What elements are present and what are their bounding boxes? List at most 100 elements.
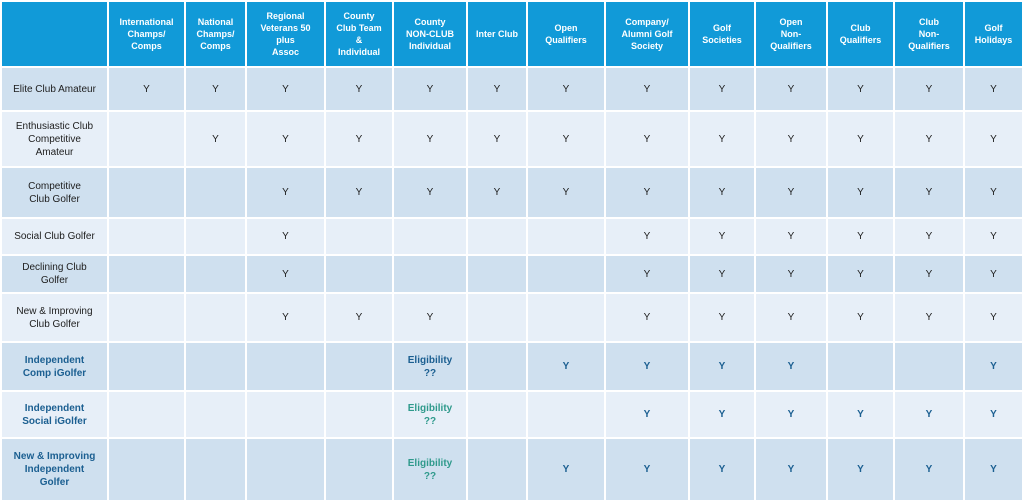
table-cell bbox=[392, 217, 468, 256]
table-cell: Y bbox=[688, 254, 756, 294]
table-cell bbox=[184, 217, 247, 256]
table-row: New & Improving Club Golfer Y Y Y Y Y Y … bbox=[0, 292, 1024, 343]
table-cell: Y bbox=[826, 110, 895, 168]
table-cell: Y bbox=[826, 166, 895, 219]
col-header-club-non-qualifiers: Club Non- Qualifiers bbox=[893, 0, 965, 68]
table-cell: Y bbox=[604, 66, 690, 112]
table-cell: Y bbox=[392, 292, 468, 343]
row-label: Social Club Golfer bbox=[0, 217, 109, 256]
table-cell bbox=[466, 437, 528, 502]
table-cell bbox=[184, 341, 247, 392]
table-cell bbox=[324, 254, 394, 294]
table-cell: Y bbox=[107, 66, 186, 112]
table-cell: Y bbox=[963, 341, 1024, 392]
row-label: New & Improving Club Golfer bbox=[0, 292, 109, 343]
table-cell: Y bbox=[826, 254, 895, 294]
table-cell: Y bbox=[526, 341, 606, 392]
table-cell bbox=[392, 254, 468, 294]
table-cell: Y bbox=[893, 66, 965, 112]
table-cell: Y bbox=[604, 166, 690, 219]
table-cell bbox=[893, 341, 965, 392]
table-cell bbox=[826, 341, 895, 392]
col-header-national: National Champs/ Comps bbox=[184, 0, 247, 68]
table-cell bbox=[466, 217, 528, 256]
table-cell: Y bbox=[826, 217, 895, 256]
col-header-company-alumni: Company/ Alumni Golf Society bbox=[604, 0, 690, 68]
table-cell bbox=[324, 390, 394, 439]
table-cell: Y bbox=[466, 66, 528, 112]
table-cell: Y bbox=[893, 110, 965, 168]
table-cell: Y bbox=[526, 66, 606, 112]
table-cell: Y bbox=[688, 437, 756, 502]
col-header-inter-club: Inter Club bbox=[466, 0, 528, 68]
table-cell bbox=[107, 217, 186, 256]
table-cell: Y bbox=[245, 254, 326, 294]
table-row: Independent Comp iGolfer Eligibility ?? … bbox=[0, 341, 1024, 392]
table-cell bbox=[184, 390, 247, 439]
table-cell bbox=[526, 254, 606, 294]
table-cell: Y bbox=[526, 110, 606, 168]
row-label: Declining Club Golfer bbox=[0, 254, 109, 294]
table-cell: Y bbox=[754, 341, 828, 392]
table-cell bbox=[245, 437, 326, 502]
table-cell: Y bbox=[688, 292, 756, 343]
table-cell: Y bbox=[963, 437, 1024, 502]
table-cell: Y bbox=[754, 390, 828, 439]
table-row: Social Club Golfer Y Y Y Y Y Y Y bbox=[0, 217, 1024, 256]
table-cell bbox=[107, 341, 186, 392]
table-cell: Y bbox=[754, 437, 828, 502]
table-cell: Y bbox=[893, 166, 965, 219]
table-cell: Y bbox=[893, 292, 965, 343]
col-header-open-non-qualifiers: Open Non- Qualifiers bbox=[754, 0, 828, 68]
table-cell bbox=[184, 292, 247, 343]
table-cell: Y bbox=[604, 292, 690, 343]
table-cell: Y bbox=[526, 166, 606, 219]
table-cell: Y bbox=[604, 110, 690, 168]
header-row: International Champs/ Comps National Cha… bbox=[0, 0, 1024, 68]
table-cell: Y bbox=[688, 390, 756, 439]
table-cell bbox=[466, 292, 528, 343]
table-cell: Y bbox=[826, 66, 895, 112]
col-header-open-qualifiers: Open Qualifiers bbox=[526, 0, 606, 68]
table-cell: Y bbox=[688, 341, 756, 392]
table-cell: Y bbox=[826, 292, 895, 343]
table-cell: Y bbox=[826, 437, 895, 502]
table-cell bbox=[107, 110, 186, 168]
table-cell bbox=[324, 341, 394, 392]
table-cell: Y bbox=[604, 390, 690, 439]
row-label: Enthusiastic Club Competitive Amateur bbox=[0, 110, 109, 168]
table-cell bbox=[245, 390, 326, 439]
col-header-golf-holidays: Golf Holidays bbox=[963, 0, 1024, 68]
table-cell bbox=[107, 166, 186, 219]
table-cell bbox=[184, 437, 247, 502]
col-header-golf-societies: Golf Societies bbox=[688, 0, 756, 68]
table-cell bbox=[466, 390, 528, 439]
col-header-county-non-club: County NON-CLUB Individual bbox=[392, 0, 468, 68]
table-cell: Y bbox=[604, 437, 690, 502]
row-label: Independent Comp iGolfer bbox=[0, 341, 109, 392]
table-cell: Y bbox=[688, 66, 756, 112]
row-label: New & Improving Independent Golfer bbox=[0, 437, 109, 502]
table-cell: Y bbox=[893, 390, 965, 439]
table-cell: Y bbox=[688, 166, 756, 219]
row-label: Elite Club Amateur bbox=[0, 66, 109, 112]
table-cell: Y bbox=[324, 292, 394, 343]
table-cell bbox=[184, 166, 247, 219]
table-cell: Y bbox=[754, 254, 828, 294]
eligibility-cell: Eligibility ?? bbox=[392, 390, 468, 439]
table-cell: Y bbox=[392, 66, 468, 112]
table-cell: Y bbox=[184, 66, 247, 112]
table-cell: Y bbox=[324, 166, 394, 219]
col-header-county-club: County Club Team & Individual bbox=[324, 0, 394, 68]
table-cell: Y bbox=[963, 292, 1024, 343]
table-cell: Y bbox=[893, 217, 965, 256]
table-cell: Y bbox=[604, 254, 690, 294]
table-cell: Y bbox=[604, 341, 690, 392]
row-label: Independent Social iGolfer bbox=[0, 390, 109, 439]
table-row: Elite Club Amateur Y Y Y Y Y Y Y Y Y Y Y… bbox=[0, 66, 1024, 112]
table-cell bbox=[107, 254, 186, 294]
table-cell bbox=[245, 341, 326, 392]
table-cell bbox=[324, 437, 394, 502]
